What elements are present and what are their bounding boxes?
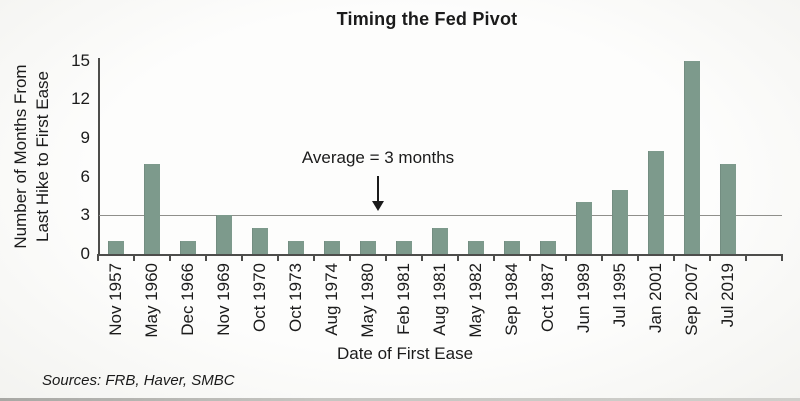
x-tick [313,255,315,261]
x-category-label: Aug 1981 [430,263,449,336]
x-axis-line [97,254,783,256]
average-line [99,215,782,217]
x-category-label: Aug 1974 [322,263,341,336]
bar [684,60,700,254]
x-category-label: Jul 2019 [718,263,737,328]
x-tick [637,255,639,261]
x-tick [673,255,675,261]
y-axis-line [98,58,100,255]
down-arrow-icon [377,176,379,202]
y-tick-label: 15 [71,50,90,70]
x-tick [205,255,207,261]
x-category-label: Oct 1973 [286,263,305,332]
bar [720,163,736,254]
x-category-label: Jun 1989 [574,263,593,333]
down-arrow-head-icon [372,201,384,211]
bar [360,241,376,254]
bar [144,163,160,254]
x-tick [529,255,531,261]
bar [108,241,124,254]
bar [432,228,448,254]
x-category-label: Sep 2007 [682,263,701,336]
x-tick [241,255,243,261]
bar [288,241,304,254]
x-tick [709,255,711,261]
chart-title: Timing the Fed Pivot [336,9,518,29]
bar [504,241,520,254]
bar [180,241,196,254]
x-category-label: Oct 1970 [250,263,269,332]
bar [648,150,664,254]
x-category-label: May 1960 [142,263,161,338]
x-category-label: Jan 2001 [646,263,665,333]
bar [576,202,592,254]
y-tick-label: 6 [80,166,90,186]
bar [468,241,484,254]
x-category-label: May 1980 [358,263,377,338]
x-tick [169,255,171,261]
bar [540,241,556,254]
x-category-label: Nov 1957 [106,263,125,336]
x-category-label: Sep 1984 [502,263,521,336]
x-tick [457,255,459,261]
bar [396,241,412,254]
x-category-label: May 1982 [466,263,485,338]
x-tick [601,255,603,261]
x-tick [97,255,99,261]
y-axis-title: Number of Months From Last Hike to First… [11,64,53,249]
bar [324,241,340,254]
x-tick [385,255,387,261]
x-tick [745,255,747,261]
x-category-label: Feb 1981 [394,263,413,335]
bar [612,189,628,254]
sources-note: Sources: FRB, Haver, SMBC [42,372,235,389]
y-tick-label: 0 [80,244,90,263]
x-category-label: Jul 1995 [610,263,629,328]
bar [216,215,232,254]
photo-bottom-edge [0,398,800,401]
x-category-label: Oct 1987 [538,263,557,332]
x-tick [493,255,495,261]
x-axis-title: Date of First Ease [336,344,474,363]
x-tick [349,255,351,261]
x-tick [133,255,135,261]
x-category-label: Dec 1966 [178,263,197,336]
x-tick [277,255,279,261]
x-tick [565,255,567,261]
x-tick [781,255,783,261]
bar [252,228,268,254]
x-tick [421,255,423,261]
y-tick-label: 3 [80,205,90,225]
average-annotation-text: Average = 3 months [301,148,455,167]
y-tick-label: 12 [71,89,90,109]
x-category-label: Nov 1969 [214,263,233,336]
y-tick-label: 9 [80,127,90,147]
